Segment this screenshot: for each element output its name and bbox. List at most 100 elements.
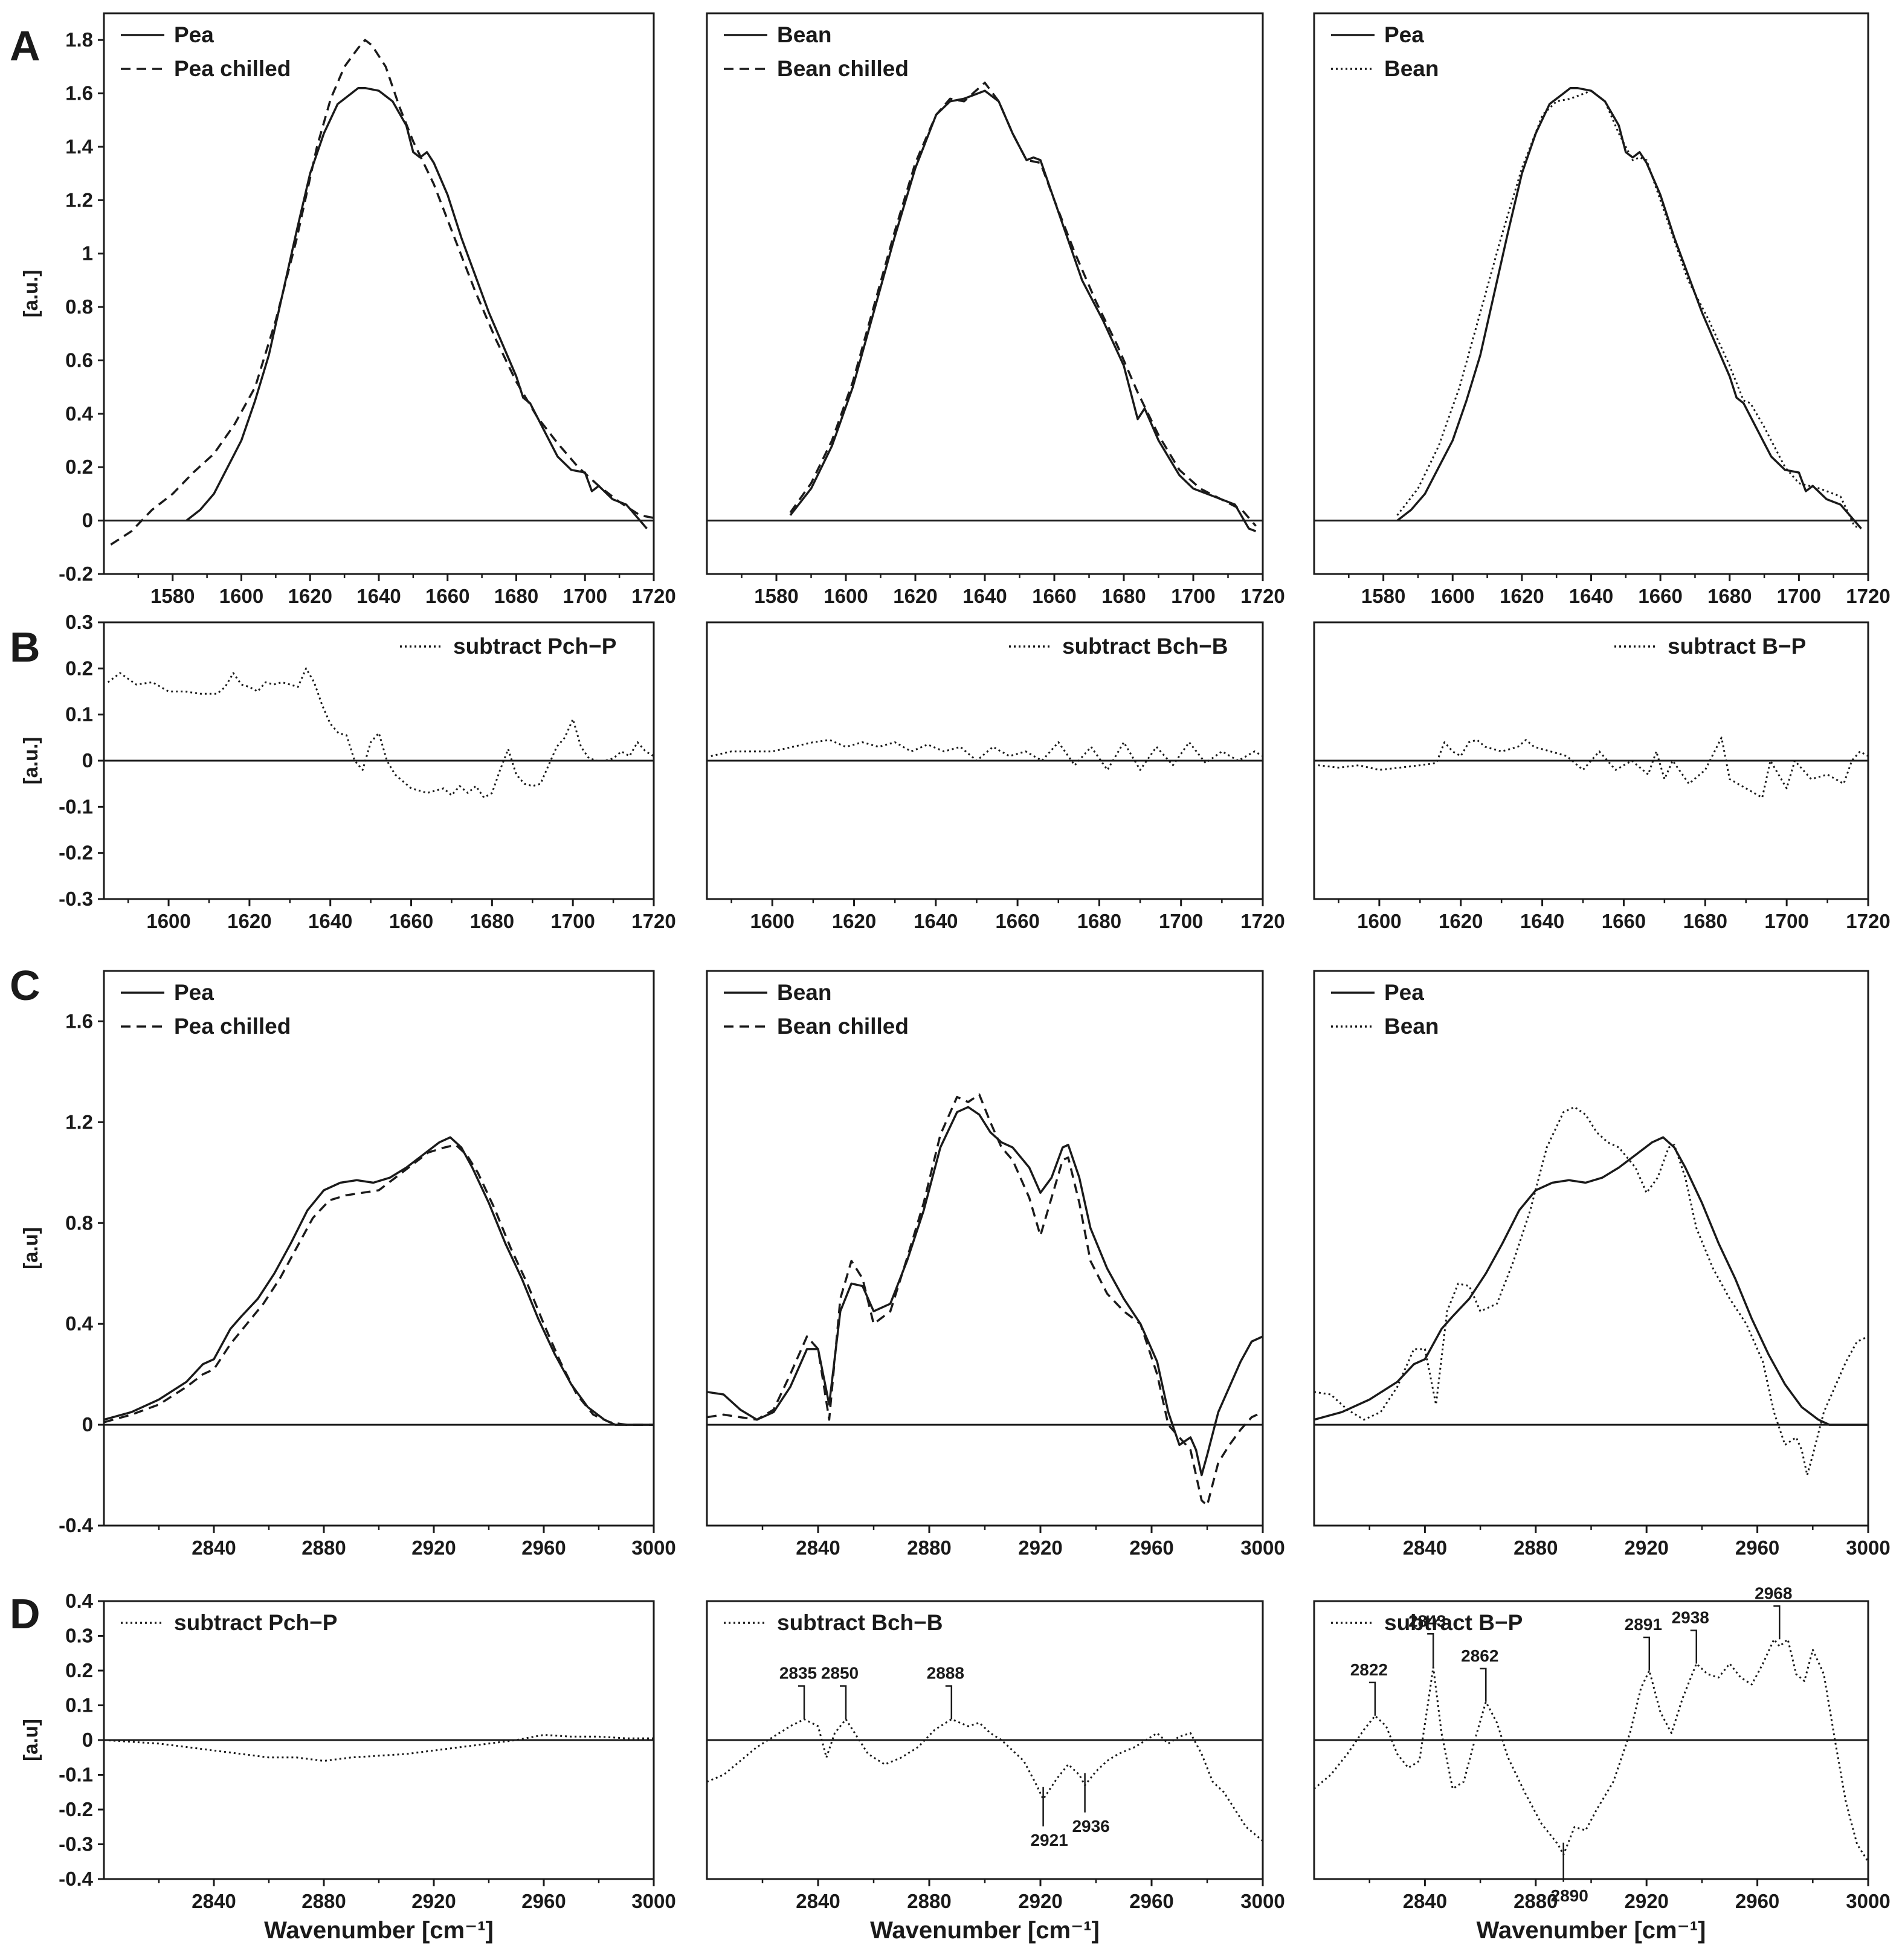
peak-label: 2888 xyxy=(927,1664,964,1683)
panel-letter-a: A xyxy=(10,22,40,69)
x-tick-label: 2880 xyxy=(301,1890,346,1912)
y-tick-label: -0.2 xyxy=(59,842,93,864)
legend-label: Bean xyxy=(1384,56,1439,81)
panel-letter-d: D xyxy=(10,1590,40,1637)
x-tick-label: 1680 xyxy=(1683,910,1727,932)
x-tick-label: 3000 xyxy=(631,1536,675,1559)
peak-marker xyxy=(798,1685,805,1720)
x-tick-label: 1660 xyxy=(1638,585,1682,607)
x-tick-label: 1640 xyxy=(1569,585,1613,607)
peak-label: 2822 xyxy=(1350,1660,1388,1679)
x-tick-label: 1660 xyxy=(1602,910,1646,932)
x-tick-label: 1720 xyxy=(1846,910,1890,932)
y-tick-label: 0.2 xyxy=(65,456,93,478)
x-tick-label: 1700 xyxy=(1171,585,1215,607)
y-tick-label: 1.2 xyxy=(65,189,93,211)
x-tick-label: 1700 xyxy=(1764,910,1808,932)
chart-C1: 2840 2880 2920 2960 3000 -0.4 0 0.4 0.8 1.2 1.6 [a.… xyxy=(19,970,676,1559)
peak-label: 2938 xyxy=(1672,1608,1709,1627)
legend-label: Bean xyxy=(777,22,831,47)
y-tick-label: -0.3 xyxy=(59,1833,93,1855)
series-line-subtract-b-p xyxy=(1314,1638,1869,1863)
x-tick-label: 1680 xyxy=(494,585,538,607)
peak-label: 2936 xyxy=(1072,1817,1109,1836)
x-tick-label: 2840 xyxy=(1403,1536,1447,1559)
y-tick-label: -0.2 xyxy=(59,1798,93,1820)
y-axis-label: [a.u.] xyxy=(19,737,42,785)
x-tick-label: 1620 xyxy=(832,910,876,932)
x-tick-label: 1620 xyxy=(288,585,332,607)
legend-label: Pea xyxy=(174,22,214,47)
x-tick-label: 2920 xyxy=(1624,1536,1668,1559)
x-axis-label: Wavenumber [cm⁻¹] xyxy=(264,1917,494,1944)
peak-label: 2921 xyxy=(1030,1831,1068,1849)
peak-marker xyxy=(840,1685,847,1720)
chart-D3: 2840 2880 2920 2960 3000 Wavenumber [cm⁻¹] sub… xyxy=(1313,1584,1891,1944)
y-tick-label: 0 xyxy=(82,749,93,772)
x-tick-label: 2960 xyxy=(1129,1536,1173,1559)
y-tick-label: 0.8 xyxy=(65,295,93,318)
series-line-pea xyxy=(1396,86,1862,530)
x-tick-label: 2920 xyxy=(1624,1890,1668,1912)
panel-letter-c: C xyxy=(10,962,40,1009)
y-axis-label: [a.u] xyxy=(19,1227,42,1269)
y-tick-label: 1.8 xyxy=(65,28,93,51)
x-tick-label: 1600 xyxy=(146,910,190,932)
plot-grid: 1580 1600 1620 1640 1660 1680 1700 1720 -0.2 0 0.2… xyxy=(19,12,1891,1944)
x-axis-label: Wavenumber [cm⁻¹] xyxy=(870,1917,1100,1944)
peak-marker xyxy=(945,1685,953,1720)
legend-label: Bean chilled xyxy=(777,1014,909,1039)
peak-label: 2850 xyxy=(821,1664,859,1683)
x-axis-label: Wavenumber [cm⁻¹] xyxy=(1477,1917,1706,1944)
x-tick-label: 1600 xyxy=(824,585,868,607)
series-line-bean xyxy=(789,89,1257,532)
x-tick-label: 3000 xyxy=(631,1890,675,1912)
peak-label: 2862 xyxy=(1461,1646,1498,1665)
chart-B2: 1600 1620 1640 1660 1680 1700 1720 subtract Bch… xyxy=(706,621,1285,932)
x-tick-label: 2920 xyxy=(1018,1536,1062,1559)
x-tick-label: 2920 xyxy=(411,1890,456,1912)
x-tick-label: 2880 xyxy=(1514,1536,1558,1559)
y-tick-label: 0.3 xyxy=(65,1625,93,1647)
x-tick-label: 3000 xyxy=(1846,1536,1890,1559)
x-tick-label: 1640 xyxy=(356,585,401,607)
x-tick-label: 1680 xyxy=(470,910,514,932)
y-tick-label: 0 xyxy=(82,1729,93,1751)
x-tick-label: 2880 xyxy=(301,1536,346,1559)
y-tick-label: 0.1 xyxy=(65,1694,93,1717)
x-tick-label: 1640 xyxy=(1520,910,1564,932)
x-tick-label: 1620 xyxy=(893,585,937,607)
legend-label: subtract Pch−P xyxy=(174,1610,337,1635)
series-line-subtract-bch-b xyxy=(711,739,1263,771)
peak-marker xyxy=(1643,1636,1651,1671)
legend-label: subtract Bch−B xyxy=(777,1610,943,1635)
legend-label: Pea xyxy=(1384,980,1424,1005)
y-tick-label: 0.4 xyxy=(65,402,94,425)
peak-marker xyxy=(1480,1668,1487,1702)
chart-C3: 2840 2880 2920 2960 3000 Pea Bean xyxy=(1313,970,1891,1559)
x-tick-label: 1660 xyxy=(389,910,433,932)
x-tick-label: 1640 xyxy=(308,910,352,932)
x-tick-label: 1600 xyxy=(219,585,263,607)
x-tick-label: 1600 xyxy=(750,910,795,932)
y-tick-label: 1.6 xyxy=(65,82,93,105)
x-tick-label: 1620 xyxy=(227,910,271,932)
x-tick-label: 1720 xyxy=(631,910,675,932)
series-line-pea-chilled xyxy=(103,1144,654,1426)
y-axis-label: [a.u] xyxy=(19,1719,42,1761)
x-tick-label: 1660 xyxy=(1032,585,1076,607)
x-tick-label: 1640 xyxy=(962,585,1007,607)
y-axis-label: [a.u.] xyxy=(19,270,42,318)
legend-label: subtract Bch−B xyxy=(1062,634,1228,659)
y-tick-label: 0.3 xyxy=(65,611,93,633)
chart-A2: 1580 1600 1620 1640 1660 1680 1700 1720 Bean Bean… xyxy=(706,12,1285,607)
legend-label: subtract B−P xyxy=(1668,634,1806,659)
x-tick-label: 3000 xyxy=(1846,1890,1890,1912)
legend-label: Pea xyxy=(1384,22,1424,47)
x-tick-label: 2840 xyxy=(796,1890,840,1912)
y-tick-label: 0.4 xyxy=(65,1312,94,1335)
legend-label: subtract B−P xyxy=(1384,1610,1523,1635)
y-tick-label: 1.2 xyxy=(65,1111,93,1133)
x-tick-label: 2880 xyxy=(1514,1890,1558,1912)
